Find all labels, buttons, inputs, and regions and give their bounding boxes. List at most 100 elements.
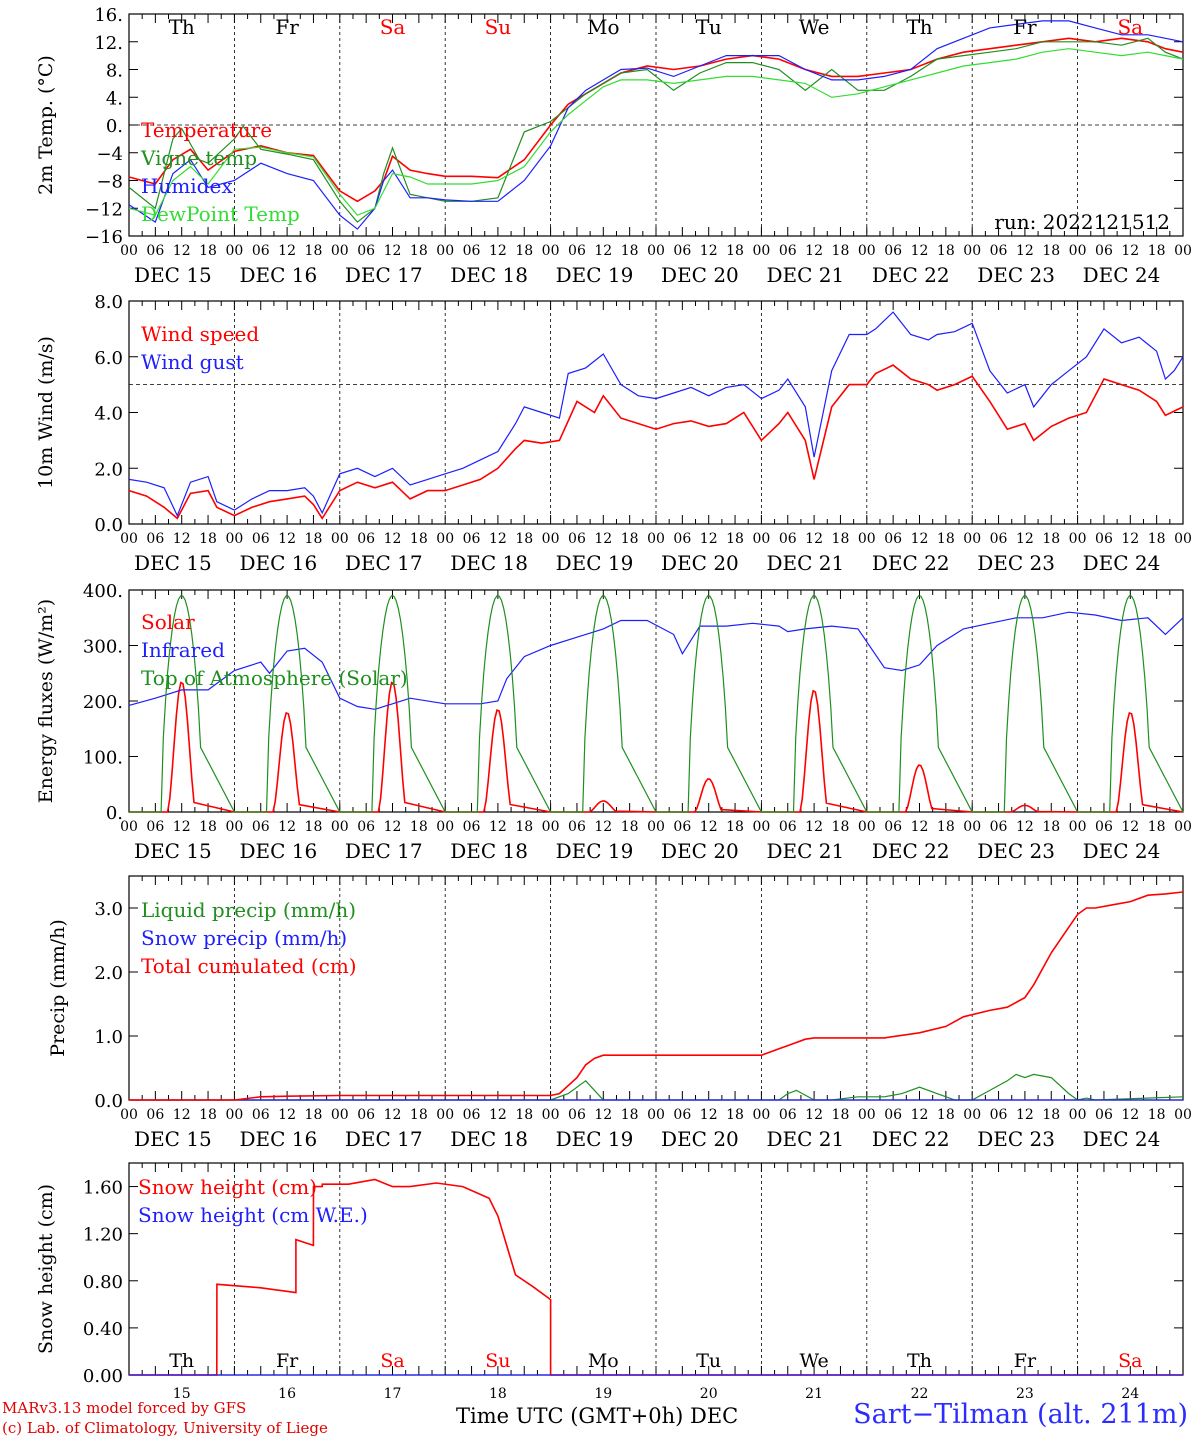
hour-tick-label: 18: [1042, 243, 1060, 259]
weekday-top: Fr: [1013, 15, 1037, 39]
hour-tick-label: 18: [937, 819, 955, 835]
date-label: DEC 21: [766, 1127, 844, 1151]
lab-credit: (c) Lab. of Climatology, University of L…: [2, 1419, 328, 1437]
hour-tick-label: 18: [621, 1107, 639, 1123]
y-tick-label: 200.: [83, 692, 123, 713]
hour-tick-label: 18: [515, 819, 533, 835]
hour-tick-label: 00: [542, 243, 560, 259]
hour-tick-label: 18: [621, 819, 639, 835]
hour-tick-label: 06: [357, 819, 375, 835]
hour-tick-label: 06: [990, 531, 1008, 547]
hour-tick-label: 12: [1121, 243, 1139, 259]
hour-tick-label: 06: [673, 243, 691, 259]
panel-snow: [128, 1162, 1184, 1376]
panel-wind: [128, 300, 1184, 525]
hour-tick-label: 00: [858, 531, 876, 547]
weekday-top: Tu: [696, 15, 722, 39]
date-label: DEC 19: [556, 839, 634, 863]
hour-tick-label: 00: [963, 819, 981, 835]
legend-label: Vigne temp: [140, 146, 257, 170]
hour-tick-label: 12: [1121, 531, 1139, 547]
panel-precip: [128, 875, 1184, 1101]
weekday-top: Mo: [587, 15, 620, 39]
y-tick-label: 4.0: [94, 404, 123, 425]
hour-tick-label: 06: [990, 819, 1008, 835]
hour-tick-label: 06: [779, 1107, 797, 1123]
hour-tick-label: 12: [384, 531, 402, 547]
hour-tick-label: 06: [884, 819, 902, 835]
day-number: 23: [1016, 1386, 1034, 1402]
legend-label: Temperature: [141, 118, 272, 142]
hour-tick-label: 12: [805, 243, 823, 259]
date-label: DEC 23: [977, 839, 1055, 863]
y-tick-label: −12: [85, 199, 123, 220]
hour-tick-label: 00: [647, 1107, 665, 1123]
hour-tick-label: 00: [331, 819, 349, 835]
y-axis-label: 10m Wind (m/s): [35, 336, 57, 489]
hour-tick-label: 12: [1121, 819, 1139, 835]
hour-tick-label: 00: [331, 243, 349, 259]
date-label: DEC 21: [766, 551, 844, 575]
hour-tick-label: 18: [832, 531, 850, 547]
date-label: DEC 16: [239, 839, 317, 863]
hour-tick-label: 06: [779, 531, 797, 547]
date-label: DEC 18: [450, 263, 528, 287]
hour-tick-label: 12: [1016, 243, 1034, 259]
hour-tick-label: 12: [1016, 1107, 1034, 1123]
station-title: Sart−Tilman (alt. 211m): [853, 1399, 1188, 1430]
hour-tick-label: 00: [436, 243, 454, 259]
weekday-top: Th: [169, 15, 195, 39]
hour-tick-label: 06: [1095, 531, 1113, 547]
hour-tick-label: 06: [884, 531, 902, 547]
date-label: DEC 21: [766, 839, 844, 863]
date-label: DEC 22: [872, 263, 950, 287]
y-tick-label: 0.0: [94, 1091, 123, 1112]
hour-tick-label: 12: [384, 1107, 402, 1123]
date-label: DEC 20: [661, 263, 739, 287]
hour-tick-label: 06: [673, 1107, 691, 1123]
hour-tick-label: 18: [1042, 531, 1060, 547]
y-tick-label: −4: [96, 144, 123, 165]
date-label: DEC 16: [239, 551, 317, 575]
hour-tick-label: 00: [963, 243, 981, 259]
hour-tick-label: 06: [779, 819, 797, 835]
hour-tick-label: 18: [937, 1107, 955, 1123]
y-tick-label: 0.: [106, 116, 123, 137]
hour-tick-label: 12: [489, 819, 507, 835]
y-tick-label: 4.: [106, 88, 123, 109]
date-label: DEC 15: [134, 263, 212, 287]
hour-tick-label: 00: [752, 819, 770, 835]
date-label: DEC 19: [556, 263, 634, 287]
hour-tick-label: 06: [884, 243, 902, 259]
day-number: 17: [384, 1386, 402, 1402]
hour-tick-label: 12: [278, 1107, 296, 1123]
weekday-bottom: Mo: [588, 1350, 619, 1372]
date-label: DEC 17: [345, 263, 423, 287]
date-label: DEC 16: [239, 263, 317, 287]
y-tick-label: 6.0: [94, 348, 123, 369]
hour-tick-label: 00: [858, 243, 876, 259]
hour-tick-label: 12: [173, 531, 191, 547]
hour-tick-label: 00: [331, 531, 349, 547]
y-axis-label: 2m Temp. (°C): [35, 55, 57, 195]
hour-tick-label: 00: [1069, 1107, 1087, 1123]
date-label: DEC 20: [661, 551, 739, 575]
hour-tick-label: 00: [1174, 819, 1192, 835]
hour-tick-label: 00: [120, 531, 138, 547]
hour-tick-label: 00: [120, 1107, 138, 1123]
date-label: DEC 24: [1083, 839, 1161, 863]
y-tick-label: 12.: [94, 33, 123, 54]
hour-tick-label: 06: [1095, 243, 1113, 259]
date-label: DEC 22: [872, 1127, 950, 1151]
hour-tick-label: 12: [911, 531, 929, 547]
hour-tick-label: 12: [594, 243, 612, 259]
hour-tick-label: 06: [884, 1107, 902, 1123]
y-tick-label: 2.0: [94, 963, 123, 984]
hour-tick-label: 18: [515, 531, 533, 547]
hour-tick-label: 18: [621, 243, 639, 259]
hour-tick-label: 18: [305, 1107, 323, 1123]
legend-label: Liquid precip (mm/h): [141, 898, 356, 922]
hour-tick-label: 00: [225, 243, 243, 259]
hour-tick-label: 12: [911, 243, 929, 259]
hour-tick-label: 06: [673, 819, 691, 835]
